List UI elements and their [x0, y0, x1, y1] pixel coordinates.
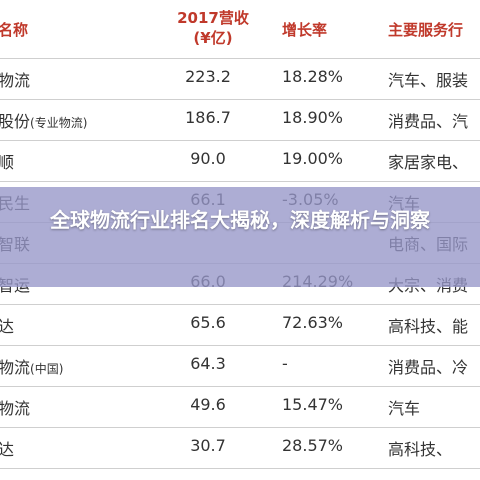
header-revenue: 2017营收 (¥亿) [168, 8, 258, 48]
company-name-text: 股份 [0, 112, 31, 131]
growth-value: - [282, 354, 288, 373]
company-note: (中国) [30, 362, 64, 376]
row-divider [0, 181, 480, 182]
header-main-business: 主要服务行 [388, 21, 464, 39]
main-business-value: 家居家电、 [388, 153, 469, 172]
company-name-text: 物流 [0, 71, 31, 90]
company-name-text: 达 [0, 440, 15, 459]
main-business-value: 消费品、汽 [388, 112, 469, 131]
revenue-value: 30.7 [190, 436, 226, 455]
main-business-value: 高科技、能 [388, 317, 469, 336]
table-row: 物流 49.6 15.47% 汽车 [0, 386, 480, 428]
revenue-value: 49.6 [190, 395, 226, 414]
company-name: 物流 [0, 67, 30, 91]
growth-value: 72.63% [282, 313, 344, 332]
revenue-value: 65.6 [190, 313, 226, 332]
revenue-value: 186.7 [185, 108, 231, 127]
company-name: 顺 [0, 149, 14, 173]
company-name: 物流 [0, 395, 30, 419]
row-divider [0, 427, 480, 428]
company-name: 达 [0, 436, 14, 460]
main-business-value: 消费品、冷 [388, 358, 469, 377]
company-name-text: 达 [0, 317, 15, 336]
revenue-value: 64.3 [190, 354, 226, 373]
row-divider [0, 304, 480, 305]
header-revenue-year: 2017营收 [177, 9, 249, 27]
row-divider [0, 99, 480, 100]
row-divider [0, 386, 480, 387]
growth-value: 28.57% [282, 436, 344, 455]
table-row: 股份(专业物流) 186.7 18.90% 消费品、汽 [0, 99, 480, 141]
company-name-text: 顺 [0, 153, 15, 172]
row-divider [0, 345, 480, 346]
company-name-text: 物流 [0, 399, 31, 418]
row-divider [0, 58, 480, 59]
banner-title[interactable]: 全球物流行业排名大揭秘，深度解析与洞察 [50, 208, 430, 232]
table-row: 物流(中国) 64.3 - 消费品、冷 [0, 345, 480, 387]
revenue-value: 90.0 [190, 149, 226, 168]
header-name: 名称 [0, 21, 29, 39]
table-row: 顺 90.0 19.00% 家居家电、 [0, 140, 480, 182]
main-business-value: 汽车、服装 [388, 71, 469, 90]
company-note: (专业物流) [30, 116, 88, 130]
main-business-value: 高科技、 [388, 440, 453, 459]
company-name: 股份(专业物流) [0, 108, 87, 132]
table-row: 达 30.7 28.57% 高科技、 [0, 427, 480, 469]
company-name: 物流(中国) [0, 354, 63, 378]
table-row: 物流 223.2 18.28% 汽车、服装 [0, 58, 480, 100]
row-divider [0, 468, 480, 469]
title-banner[interactable]: 全球物流行业排名大揭秘，深度解析与洞察 [0, 187, 480, 287]
row-divider [0, 140, 480, 141]
company-name-text: 物流 [0, 358, 31, 377]
growth-value: 15.47% [282, 395, 344, 414]
header-growth: 增长率 [282, 21, 328, 39]
company-name: 达 [0, 313, 14, 337]
table-row: 达 65.6 72.63% 高科技、能 [0, 304, 480, 346]
header-revenue-unit: (¥亿) [193, 29, 233, 47]
growth-value: 18.28% [282, 67, 344, 86]
growth-value: 18.90% [282, 108, 344, 127]
growth-value: 19.00% [282, 149, 344, 168]
table-header: 名称 2017营收 (¥亿) 增长率 主要服务行 [0, 0, 480, 60]
main-business-value: 汽车 [388, 399, 421, 418]
revenue-value: 223.2 [185, 67, 231, 86]
